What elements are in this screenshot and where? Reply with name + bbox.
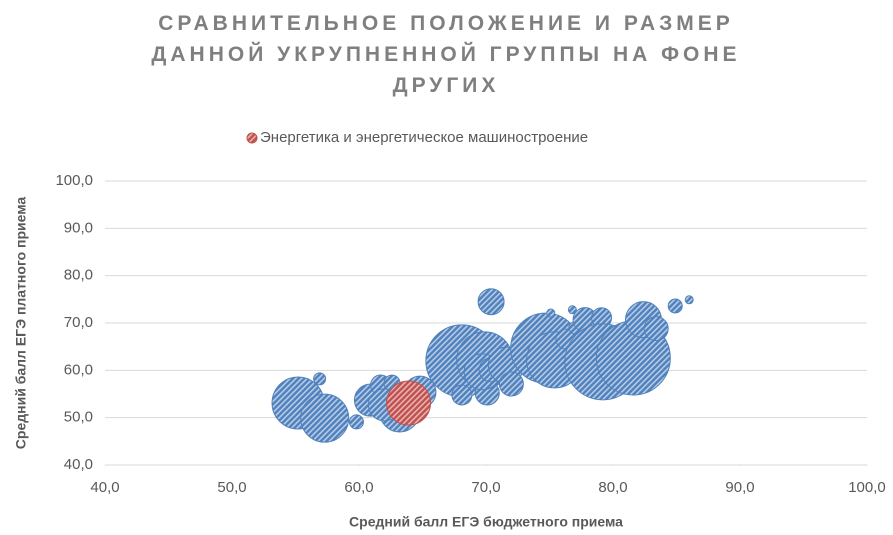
- bubble: [567, 305, 577, 315]
- x-tick-label: 60,0: [344, 479, 373, 496]
- bubble: [386, 380, 432, 426]
- x-tick-label: 100,0: [848, 479, 886, 496]
- bubble: [451, 384, 473, 406]
- bubble: [348, 414, 364, 430]
- x-tick-label: 70,0: [471, 479, 500, 496]
- bubble: [300, 393, 350, 443]
- y-tick-label: 60,0: [64, 361, 93, 378]
- y-tick-label: 80,0: [64, 267, 93, 284]
- y-axis-label: Средний балл ЕГЭ платного приема: [13, 197, 29, 450]
- y-tick-label: 40,0: [64, 456, 93, 473]
- legend-marker: [246, 132, 258, 144]
- y-tick-label: 70,0: [64, 314, 93, 331]
- chart-title: СРАВНИТЕЛЬНОЕ ПОЛОЖЕНИЕ И РАЗМЕР ДАННОЙ …: [151, 12, 741, 97]
- bubble: [684, 295, 694, 305]
- x-axis-label: Средний балл ЕГЭ бюджетного приема: [349, 514, 623, 530]
- bubble: [477, 288, 505, 316]
- bubble: [498, 371, 524, 397]
- bubble: [546, 308, 556, 318]
- bubble: [643, 316, 669, 342]
- y-tick-label: 100,0: [55, 172, 93, 189]
- bubble: [313, 372, 327, 386]
- x-tick-label: 50,0: [217, 479, 246, 496]
- y-tick-label: 50,0: [64, 409, 93, 426]
- y-tick-label: 90,0: [64, 219, 93, 236]
- bubble: [667, 298, 683, 314]
- x-tick-label: 90,0: [725, 479, 754, 496]
- legend-label: Энергетика и энергетическое машиностроен…: [260, 129, 588, 146]
- x-tick-label: 40,0: [90, 479, 119, 496]
- x-tick-label: 80,0: [598, 479, 627, 496]
